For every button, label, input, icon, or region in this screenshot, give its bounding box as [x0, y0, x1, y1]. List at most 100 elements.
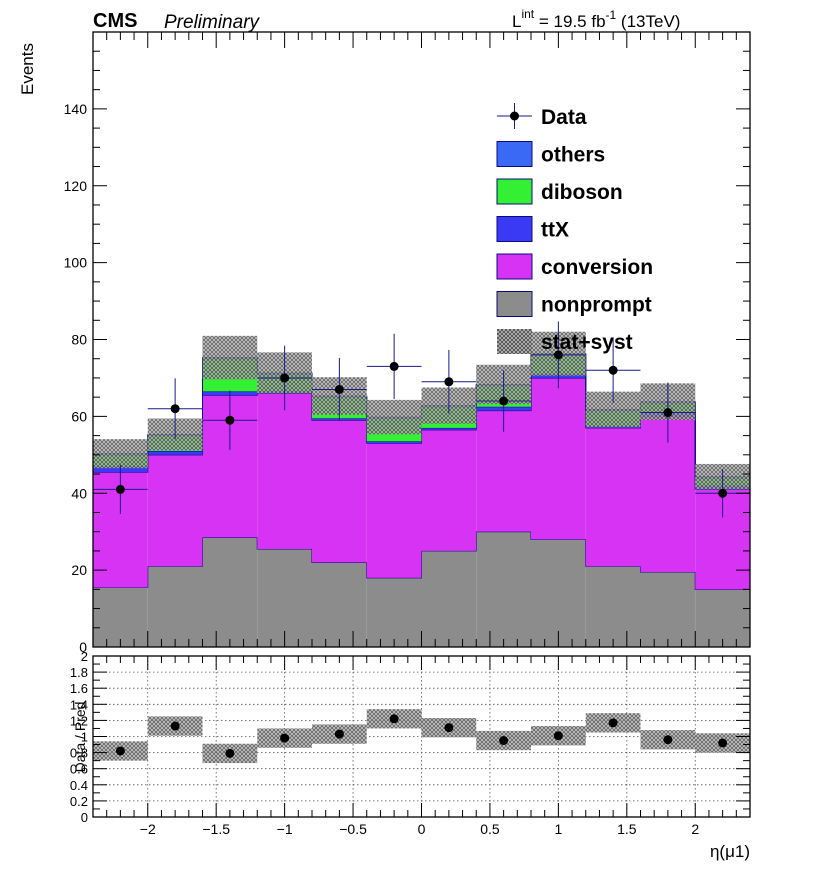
data-point-8 — [553, 350, 563, 360]
legend-label-ttX: ttX — [541, 219, 569, 242]
uncertainty-box-0 — [93, 439, 148, 469]
ratio-ytick-label: 1.2 — [70, 713, 88, 728]
bar-nonprompt-4 — [312, 562, 367, 647]
bar-nonprompt-3 — [257, 548, 312, 647]
main-ytick-label: 40 — [71, 485, 87, 501]
ratio-point-8 — [553, 731, 563, 741]
ratio-point-5 — [389, 714, 399, 724]
ratio-point-3 — [280, 733, 290, 743]
legend-label-others: others — [541, 144, 605, 167]
legend-label-Data: Data — [541, 106, 587, 129]
x-tick-label: 1.5 — [617, 821, 637, 837]
main-ytick-label: 80 — [71, 332, 87, 348]
data-point-10 — [663, 408, 673, 418]
x-tick-label: −2 — [140, 821, 156, 837]
legend-swatch-others — [496, 141, 533, 167]
legend-swatch-ttX — [496, 216, 533, 242]
data-point-7 — [499, 396, 509, 406]
ratio-point-1 — [170, 721, 180, 731]
bar-nonprompt-1 — [147, 566, 203, 647]
main-y-axis-title: Events — [18, 43, 37, 95]
main-stack — [93, 353, 750, 647]
x-tick-label: −1.5 — [202, 821, 230, 837]
legend-swatch-conversion — [496, 253, 533, 280]
data-point-4 — [334, 384, 344, 394]
bar-conversion-8 — [531, 377, 586, 540]
bar-nonprompt-9 — [585, 566, 641, 647]
x-tick-label: 0.5 — [480, 821, 500, 837]
main-data-points — [93, 321, 750, 518]
legend-swatch-diboson — [496, 178, 533, 205]
ratio-point-7 — [499, 736, 509, 746]
bar-nonprompt-2 — [202, 537, 258, 647]
main-ytick-label: 100 — [64, 255, 88, 271]
data-point-9 — [608, 365, 618, 375]
bar-conversion-3 — [257, 393, 312, 549]
data-point-0 — [115, 484, 125, 494]
ratio-ytick-label: 0.8 — [70, 746, 88, 761]
x-tick-label: −0.5 — [339, 821, 367, 837]
ratio-point-11 — [718, 738, 728, 748]
legend-swatch-hatch — [497, 329, 532, 354]
data-point-3 — [280, 373, 290, 383]
ratio-ytick-label: 0.2 — [70, 794, 88, 809]
ratio-y-axis-title: Data / Pred — [72, 702, 88, 773]
ratio-ytick-label: 0.4 — [70, 778, 88, 793]
bar-nonprompt-11 — [695, 589, 750, 647]
ratio-ytick-label: 1.8 — [70, 665, 88, 680]
ratio-point-9 — [608, 718, 618, 728]
ratio-points — [115, 714, 728, 758]
bar-nonprompt-8 — [531, 539, 586, 647]
x-tick-label: 1 — [554, 821, 562, 837]
legend-marker-dot — [510, 111, 519, 121]
main-ytick-label: 20 — [71, 562, 87, 578]
bar-nonprompt-0 — [93, 587, 148, 647]
bar-nonprompt-6 — [421, 550, 477, 647]
bar-ttX-5 — [366, 441, 422, 444]
main-ytick-label: 120 — [64, 178, 88, 194]
main-ytick-label: 140 — [64, 101, 88, 117]
bar-conversion-1 — [147, 454, 203, 567]
x-tick-label: 0 — [418, 821, 426, 837]
legend-label-stat+syst: stat+syst — [541, 331, 633, 354]
legend: Data others diboson ttX conversion nonprompt s… — [496, 103, 653, 354]
bar-conversion-5 — [366, 443, 422, 578]
data-point-2 — [225, 415, 235, 425]
ratio-point-2 — [225, 748, 235, 758]
ratio-point-4 — [334, 729, 344, 739]
bar-conversion-4 — [312, 420, 367, 563]
main-ytick-label: 60 — [71, 408, 87, 424]
ratio-point-0 — [115, 746, 125, 756]
x-tick-label: −1 — [277, 821, 293, 837]
ratio-point-6 — [444, 723, 454, 733]
experiment-label: CMS — [93, 10, 137, 32]
ratio-ytick-label: 1.4 — [70, 697, 88, 712]
bar-nonprompt-5 — [366, 577, 422, 647]
main-axes: 0 20 40 60 80 100 120 140 — [64, 31, 751, 655]
data-point-1 — [170, 404, 180, 414]
data-point-6 — [444, 377, 454, 387]
bar-ttX-6 — [421, 427, 477, 430]
bar-ttX-1 — [147, 450, 203, 455]
uncertainty-box-2 — [202, 335, 258, 380]
legend-label-nonprompt: nonprompt — [541, 294, 652, 317]
ratio-point-10 — [663, 735, 673, 745]
bar-nonprompt-7 — [476, 531, 531, 647]
x-axis-title: η(μ1) — [710, 842, 750, 861]
status-label: Preliminary — [164, 12, 261, 33]
ratio-ytick-label: 0 — [81, 810, 88, 825]
ratio-ytick-label: 1.6 — [70, 681, 88, 696]
bar-nonprompt-10 — [640, 572, 696, 647]
ratio-ytick-label: 2 — [81, 649, 88, 664]
ratio-ytick-label: 1 — [81, 730, 88, 745]
ratio-axes: 00.20.40.60.811.21.41.61.82−2 −1.5 −1 −0.5 0… — [70, 649, 751, 837]
main-ytick-label: 0 — [79, 639, 87, 655]
ratio-uncertainty-band — [93, 709, 750, 764]
luminosity-label: Lint = 19.5 fb-1 (13TeV) — [512, 7, 680, 31]
ratio-ytick-label: 0.6 — [70, 762, 88, 777]
legend-label-conversion: conversion — [541, 256, 653, 279]
data-point-11 — [718, 488, 728, 498]
legend-label-diboson: diboson — [541, 181, 623, 204]
bar-conversion-9 — [585, 427, 641, 567]
